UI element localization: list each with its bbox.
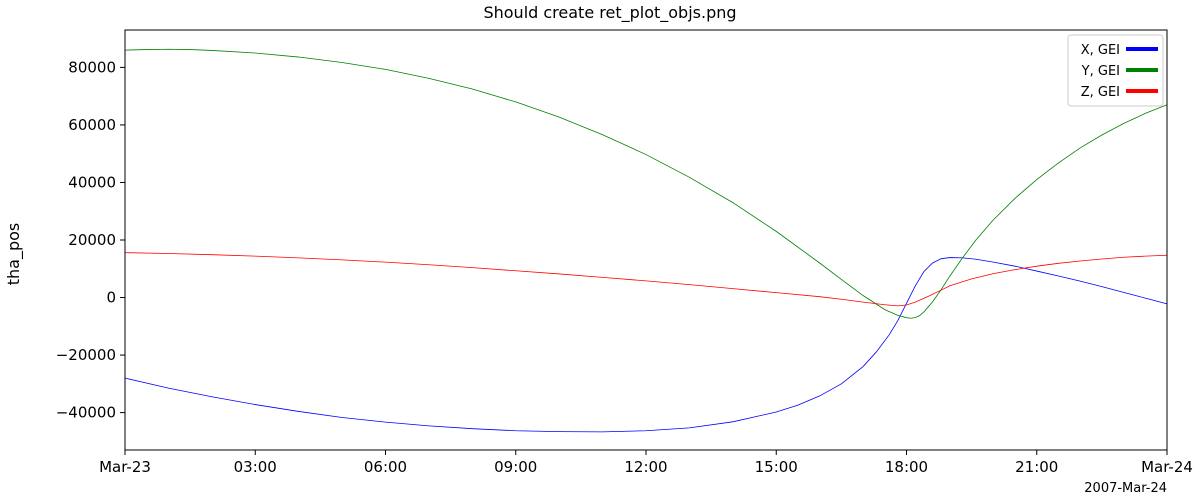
date-label: 2007-Mar-24 [1084, 481, 1167, 496]
x-ticks: Mar-23 03:00 06:00 09:00 12:00 15:00 18:00 21:0… [99, 450, 1193, 476]
y-tick-label: 80000 [68, 58, 116, 76]
y-tick-label: 20000 [68, 231, 116, 249]
legend: X, GEI Y, GEI Z, GEI [1067, 34, 1164, 107]
legend-box [1067, 34, 1164, 107]
x-tick-label: 03:00 [234, 458, 277, 476]
y-tick-label: 40000 [68, 173, 116, 191]
x-tick-label: 06:00 [364, 458, 407, 476]
y-tick-label: 0 [106, 289, 116, 307]
x-tick-label: Mar-23 [99, 458, 151, 476]
y-tick-label: −40000 [56, 404, 116, 422]
x-tick-label: 18:00 [885, 458, 928, 476]
y-ticks: −40000 −20000 0 20000 40000 60000 80000 [56, 58, 125, 422]
plot-frame [124, 29, 1168, 451]
series-line-1 [124, 48, 1168, 319]
legend-label: Y, GEI [1081, 64, 1120, 79]
y-tick-label: 60000 [68, 116, 116, 134]
x-tick-label: 15:00 [755, 458, 798, 476]
x-tick-label: Mar-24 [1141, 458, 1193, 476]
x-tick-label: 09:00 [494, 458, 537, 476]
legend-label: X, GEI [1081, 43, 1120, 58]
y-tick-label: −20000 [56, 346, 116, 364]
chart-title: Should create ret_plot_objs.png [483, 3, 736, 23]
series-line-2 [124, 252, 1168, 307]
y-axis-label: tha_pos [4, 223, 24, 286]
x-tick-label: 12:00 [624, 458, 667, 476]
series-line-0 [124, 257, 1168, 433]
series-layer [124, 48, 1168, 433]
legend-label: Z, GEI [1081, 85, 1120, 100]
x-tick-label: 21:00 [1015, 458, 1058, 476]
